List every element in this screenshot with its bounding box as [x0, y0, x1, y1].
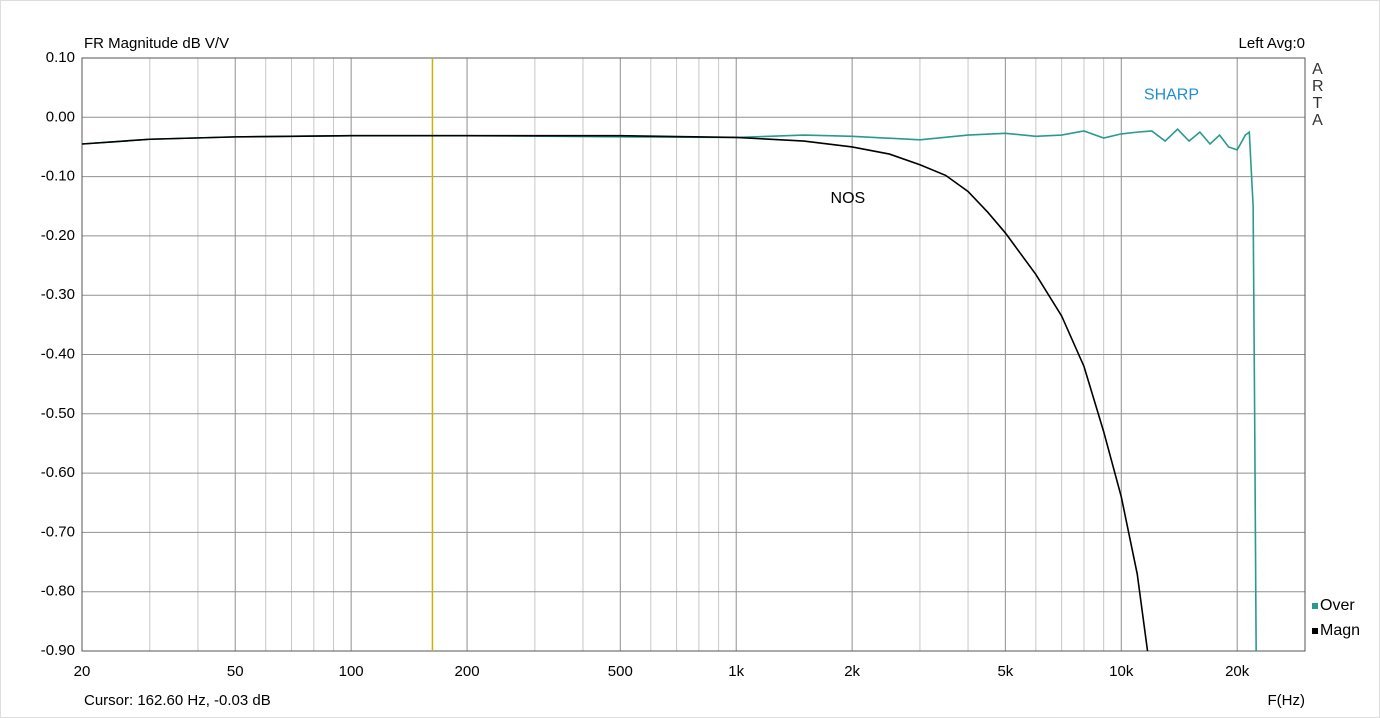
- cursor-readout: Cursor: 162.60 Hz, -0.03 dB: [84, 692, 271, 709]
- y-tick-label: -0.40: [41, 345, 75, 362]
- legend-label: Over: [1320, 597, 1355, 614]
- legend-label: Magn: [1320, 622, 1360, 639]
- y-tick-label: -0.10: [41, 168, 75, 185]
- y-tick-label: -0.90: [41, 642, 75, 659]
- channel-label: Left Avg:0: [1239, 35, 1305, 52]
- x-tick-label: 50: [227, 663, 244, 680]
- x-tick-label: 10k: [1109, 663, 1134, 680]
- legend-swatch: [1312, 603, 1318, 609]
- y-tick-label: -0.30: [41, 286, 75, 303]
- annotation: NOS: [831, 190, 866, 207]
- series-line: [82, 128, 1257, 651]
- y-tick-label: -0.80: [41, 583, 75, 600]
- y-tick-label: -0.20: [41, 227, 75, 244]
- x-axis-label: F(Hz): [1268, 692, 1306, 709]
- annotation: SHARP: [1144, 87, 1199, 104]
- chart-title: FR Magnitude dB V/V: [84, 35, 229, 52]
- plot-area: [82, 128, 1257, 651]
- series-line: [82, 134, 1149, 651]
- x-tick-label: 200: [455, 663, 480, 680]
- legend-swatch: [1312, 628, 1318, 634]
- y-tick-label: -0.70: [41, 523, 75, 540]
- arta-label: ARTA: [1312, 61, 1324, 129]
- y-tick-label: 0.10: [46, 49, 75, 66]
- plot-border: [81, 57, 1306, 652]
- x-tick-label: 5k: [997, 663, 1013, 680]
- x-tick-label: 20: [74, 663, 91, 680]
- y-tick-label: -0.50: [41, 405, 75, 422]
- x-tick-label: 2k: [844, 663, 860, 680]
- x-tick-label: 100: [339, 663, 364, 680]
- x-tick-label: 20k: [1225, 663, 1250, 680]
- x-tick-label: 1k: [728, 663, 744, 680]
- y-tick-label: -0.60: [41, 464, 75, 481]
- x-tick-label: 500: [608, 663, 633, 680]
- y-tick-label: 0.00: [46, 108, 75, 125]
